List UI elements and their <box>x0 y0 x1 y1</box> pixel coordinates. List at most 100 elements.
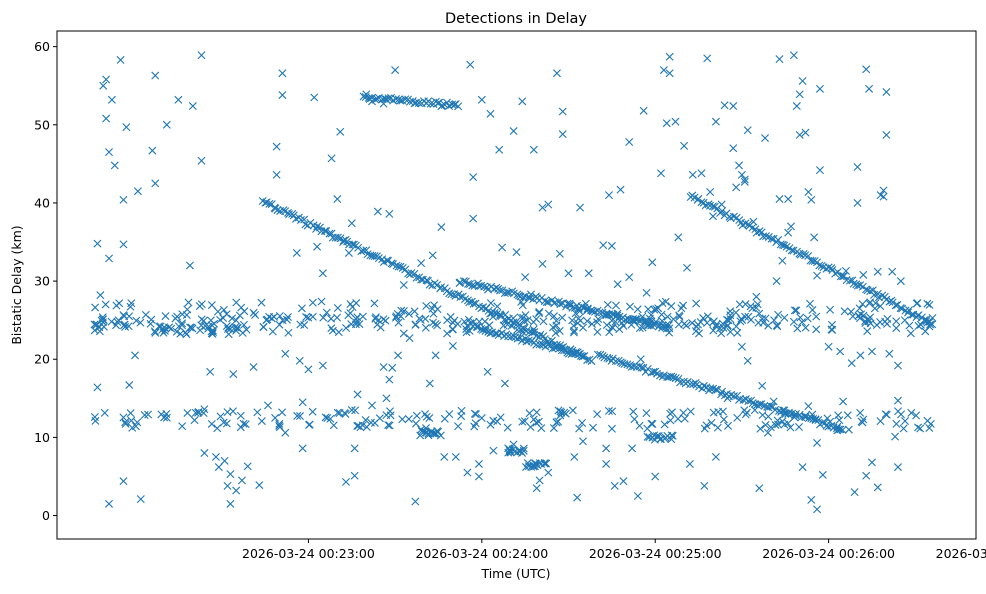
data-point <box>542 297 551 306</box>
data-point <box>784 228 793 237</box>
data-point <box>795 130 804 139</box>
data-point <box>353 390 362 399</box>
data-point <box>810 233 819 242</box>
data-point <box>116 55 125 64</box>
data-point <box>575 307 584 316</box>
data-point <box>599 241 608 250</box>
data-point <box>126 302 135 311</box>
data-point <box>385 375 394 384</box>
y-tick-label: 30 <box>34 274 50 289</box>
data-point <box>469 214 478 223</box>
data-point <box>211 452 220 461</box>
data-point <box>726 311 735 320</box>
data-point <box>477 95 486 104</box>
data-point <box>160 413 169 422</box>
data-point <box>667 431 676 440</box>
data-point <box>188 102 197 111</box>
data-point <box>743 356 752 365</box>
data-point <box>669 373 678 382</box>
data-point <box>133 418 142 427</box>
data-point <box>405 334 414 343</box>
y-tick-label: 50 <box>34 117 50 132</box>
data-point <box>310 93 319 102</box>
data-point <box>101 300 110 309</box>
data-point <box>790 413 799 422</box>
data-point <box>853 281 862 290</box>
data-point <box>713 423 722 432</box>
data-point <box>724 421 732 430</box>
data-point <box>162 413 171 422</box>
data-point <box>811 415 820 424</box>
data-point <box>723 394 732 403</box>
data-point <box>396 262 405 271</box>
data-point <box>347 406 356 415</box>
data-point <box>391 66 400 75</box>
data-point <box>826 305 835 314</box>
data-point <box>558 107 567 116</box>
data-point <box>928 313 937 322</box>
data-point <box>803 314 812 323</box>
data-point <box>583 317 592 326</box>
data-point <box>674 320 683 329</box>
data-point <box>281 349 290 358</box>
data-point <box>638 312 647 321</box>
data-point <box>575 424 584 433</box>
data-point <box>841 266 850 275</box>
data-point <box>200 405 209 414</box>
data-point <box>133 187 142 196</box>
data-point <box>882 130 891 139</box>
data-point <box>729 392 738 401</box>
data-point <box>578 352 587 361</box>
data-point <box>421 323 430 332</box>
data-point <box>737 342 746 351</box>
data-point <box>703 54 712 63</box>
data-point <box>91 303 100 312</box>
data-point <box>623 360 632 369</box>
data-point <box>521 273 530 282</box>
data-point <box>774 310 783 319</box>
data-point <box>896 277 905 286</box>
x-tick-label: 2026-03-24 00:26:00 <box>762 546 895 561</box>
data-point <box>798 318 806 327</box>
data-point <box>185 261 194 270</box>
data-point <box>172 327 181 336</box>
data-point <box>702 421 711 430</box>
y-tick-label: 60 <box>34 39 50 54</box>
data-point <box>644 305 653 314</box>
data-point <box>905 321 914 330</box>
x-axis-ticks: 2026-03-24 00:23:00 2026-03-24 00:24:00 20… <box>242 539 986 561</box>
data-point <box>509 440 518 449</box>
data-point <box>308 407 317 416</box>
data-point <box>206 316 215 325</box>
data-point <box>834 411 843 420</box>
data-point <box>619 321 628 330</box>
data-point <box>429 309 438 318</box>
data-point <box>98 313 107 322</box>
data-point <box>368 97 376 106</box>
data-point <box>93 239 102 248</box>
data-point <box>197 156 206 165</box>
data-point <box>636 355 645 364</box>
data-point <box>229 370 238 379</box>
data-point <box>557 408 566 417</box>
data-point <box>272 170 281 179</box>
data-point <box>610 481 619 490</box>
data-point <box>445 410 454 419</box>
data-point <box>417 425 426 434</box>
data-point <box>796 313 805 322</box>
data-point <box>580 351 589 360</box>
data-point <box>737 170 746 179</box>
data-point <box>743 126 752 135</box>
data-point <box>219 305 228 314</box>
data-point <box>530 462 539 471</box>
data-point <box>253 408 262 417</box>
data-point <box>813 271 822 280</box>
data-point <box>707 418 716 427</box>
data-point <box>568 406 577 415</box>
data-point <box>428 304 437 313</box>
data-point <box>583 304 592 313</box>
data-point <box>454 102 463 111</box>
data-point <box>755 400 764 409</box>
data-point <box>769 397 778 406</box>
data-point <box>892 419 901 428</box>
